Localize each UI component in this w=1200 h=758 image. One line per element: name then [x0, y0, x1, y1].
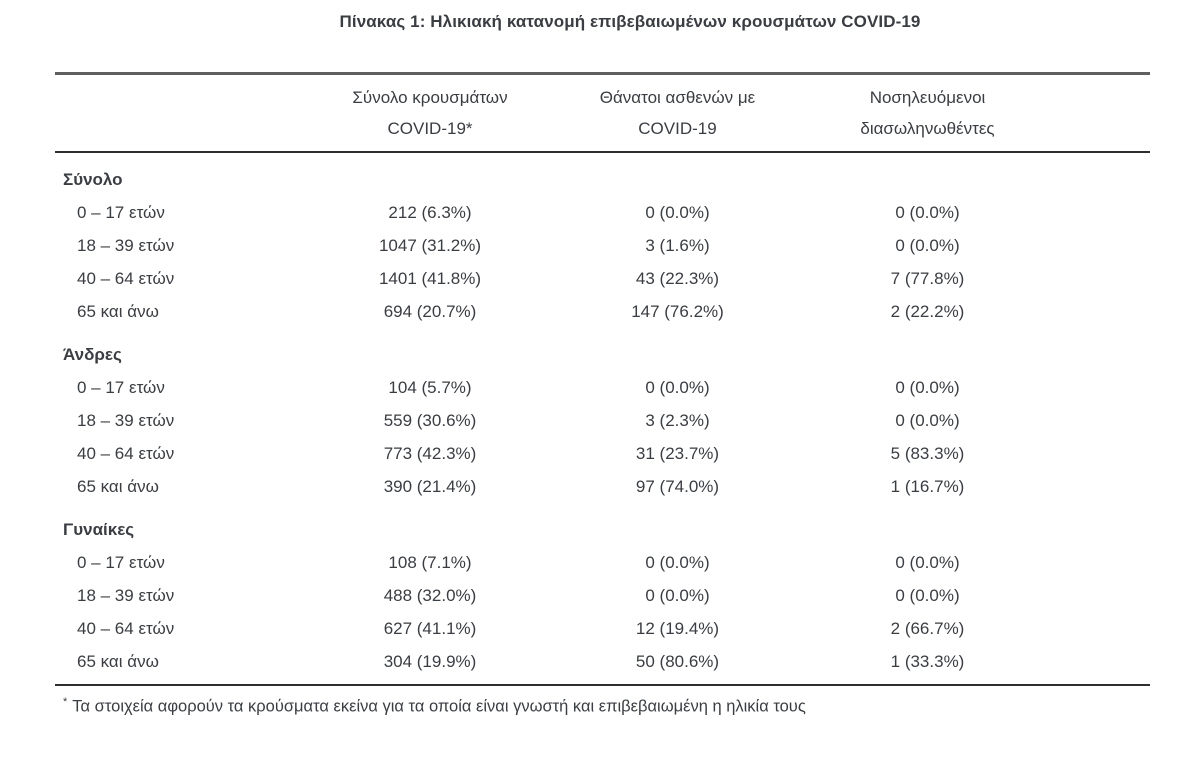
section-women: Γυναίκες [55, 503, 1150, 546]
intubated-cell: 0 (0.0%) [895, 236, 960, 255]
cases-cell: 1401 (41.8%) [378, 269, 482, 288]
cases-cell: 488 (32.0%) [383, 586, 477, 605]
intubated-cell: 0 (0.0%) [895, 411, 960, 430]
deaths-cell: 0 (0.0%) [645, 586, 710, 605]
spacer-cell [1055, 612, 1150, 645]
table-row: 0 – 17 ετών 212 (6.3%) 0 (0.0%) 0 (0.0%) [55, 196, 1150, 229]
spacer-cell [1055, 645, 1150, 678]
table-row: 40 – 64 ετών 1401 (41.8%) 43 (22.3%) 7 (… [55, 262, 1150, 295]
row-label: 18 – 39 ετών [77, 586, 175, 605]
deaths-cell: 12 (19.4%) [635, 619, 720, 638]
table-row: 0 – 17 ετών 108 (7.1%) 0 (0.0%) 0 (0.0%) [55, 546, 1150, 579]
table-row: 65 και άνω 304 (19.9%) 50 (80.6%) 1 (33.… [55, 645, 1150, 678]
cases-cell: 1047 (31.2%) [378, 236, 482, 255]
header-intubated-line2: διασωληνωθέντες [860, 119, 995, 138]
deaths-cell: 0 (0.0%) [645, 378, 710, 397]
table-row: 65 και άνω 694 (20.7%) 147 (76.2%) 2 (22… [55, 295, 1150, 328]
table-row: 18 – 39 ετών 559 (30.6%) 3 (2.3%) 0 (0.0… [55, 404, 1150, 437]
spacer-cell [1055, 579, 1150, 612]
table-row: 18 – 39 ετών 1047 (31.2%) 3 (1.6%) 0 (0.… [55, 229, 1150, 262]
row-label: 40 – 64 ετών [77, 444, 175, 463]
section-total-label: Σύνολο [63, 170, 123, 189]
header-intubated: Νοσηλευόμενοι διασωληνωθέντες [800, 82, 1055, 144]
row-label: 18 – 39 ετών [77, 236, 175, 255]
intubated-cell: 0 (0.0%) [895, 378, 960, 397]
row-label: 40 – 64 ετών [77, 619, 175, 638]
intubated-cell: 7 (77.8%) [890, 269, 965, 288]
deaths-cell: 43 (22.3%) [635, 269, 720, 288]
spacer-cell [1055, 371, 1150, 404]
row-label: 65 και άνω [77, 652, 159, 671]
row-label: 65 και άνω [77, 302, 159, 321]
section-total: Σύνολο [55, 153, 1150, 196]
spacer-cell [1055, 229, 1150, 262]
deaths-cell: 97 (74.0%) [635, 477, 720, 496]
cases-cell: 390 (21.4%) [383, 477, 477, 496]
header-total-cases: Σύνολο κρουσμάτων COVID-19* [305, 82, 555, 144]
table-row: 0 – 17 ετών 104 (5.7%) 0 (0.0%) 0 (0.0%) [55, 371, 1150, 404]
deaths-cell: 50 (80.6%) [635, 652, 720, 671]
cases-cell: 773 (42.3%) [383, 444, 477, 463]
cases-cell: 627 (41.1%) [383, 619, 477, 638]
header-total-cases-line1: Σύνολο κρουσμάτων [352, 88, 508, 107]
table-row: 40 – 64 ετών 627 (41.1%) 12 (19.4%) 2 (6… [55, 612, 1150, 645]
row-label: 40 – 64 ετών [77, 269, 175, 288]
deaths-cell: 0 (0.0%) [645, 203, 710, 222]
row-label: 18 – 39 ετών [77, 411, 175, 430]
header-spacer-cell [1055, 82, 1150, 144]
deaths-cell: 3 (1.6%) [645, 236, 710, 255]
header-deaths-line2: COVID-19 [638, 119, 717, 138]
section-men: Άνδρες [55, 328, 1150, 371]
cases-cell: 212 (6.3%) [388, 203, 472, 222]
intubated-cell: 0 (0.0%) [895, 553, 960, 572]
row-label: 0 – 17 ετών [77, 203, 165, 222]
deaths-cell: 0 (0.0%) [645, 553, 710, 572]
header-intubated-line1: Νοσηλευόμενοι [869, 88, 986, 107]
row-label: 0 – 17 ετών [77, 378, 165, 397]
intubated-cell: 5 (83.3%) [890, 444, 965, 463]
header-deaths: Θάνατοι ασθενών με COVID-19 [555, 82, 800, 144]
page-title: Πίνακας 1: Ηλικιακή κατανομή επιβεβαιωμέ… [339, 12, 921, 31]
row-label: 0 – 17 ετών [77, 553, 165, 572]
section-men-label: Άνδρες [63, 345, 122, 364]
intubated-cell: 0 (0.0%) [895, 586, 960, 605]
footnote-text: Τα στοιχεία αφορούν τα κρούσματα εκείνα … [72, 697, 806, 716]
deaths-cell: 147 (76.2%) [631, 302, 724, 321]
table-row: 65 και άνω 390 (21.4%) 97 (74.0%) 1 (16.… [55, 470, 1150, 503]
header-empty-cell [55, 82, 305, 144]
spacer-cell [1055, 262, 1150, 295]
covid-age-table: Σύνολο κρουσμάτων COVID-19* Θάνατοι ασθε… [55, 72, 1150, 686]
intubated-cell: 2 (66.7%) [890, 619, 965, 638]
intubated-cell: 0 (0.0%) [895, 203, 960, 222]
spacer-cell [1055, 404, 1150, 437]
intubated-cell: 1 (16.7%) [890, 477, 965, 496]
cases-cell: 108 (7.1%) [388, 553, 472, 572]
table-body: Σύνολο 0 – 17 ετών 212 (6.3%) 0 (0.0%) 0… [55, 153, 1150, 686]
table-header: Σύνολο κρουσμάτων COVID-19* Θάνατοι ασθε… [55, 72, 1150, 153]
section-women-label: Γυναίκες [63, 520, 135, 539]
footnote: * Τα στοιχεία αφορούν τα κρούσματα εκείνα… [55, 690, 1158, 719]
header-deaths-line1: Θάνατοι ασθενών με [599, 88, 756, 107]
table-row: 18 – 39 ετών 488 (32.0%) 0 (0.0%) 0 (0.0… [55, 579, 1150, 612]
intubated-cell: 1 (33.3%) [890, 652, 965, 671]
spacer-cell [1055, 470, 1150, 503]
cases-cell: 104 (5.7%) [388, 378, 472, 397]
deaths-cell: 31 (23.7%) [635, 444, 720, 463]
cases-cell: 559 (30.6%) [383, 411, 477, 430]
spacer-cell [1055, 295, 1150, 328]
spacer-cell [1055, 546, 1150, 579]
spacer-cell [1055, 437, 1150, 470]
table-row: 40 – 64 ετών 773 (42.3%) 31 (23.7%) 5 (8… [55, 437, 1150, 470]
intubated-cell: 2 (22.2%) [890, 302, 965, 321]
cases-cell: 304 (19.9%) [383, 652, 477, 671]
footnote-asterisk: * [63, 696, 68, 708]
cases-cell: 694 (20.7%) [383, 302, 477, 321]
header-total-cases-line2: COVID-19* [387, 119, 473, 138]
row-label: 65 και άνω [77, 477, 159, 496]
deaths-cell: 3 (2.3%) [645, 411, 710, 430]
spacer-cell [1055, 196, 1150, 229]
